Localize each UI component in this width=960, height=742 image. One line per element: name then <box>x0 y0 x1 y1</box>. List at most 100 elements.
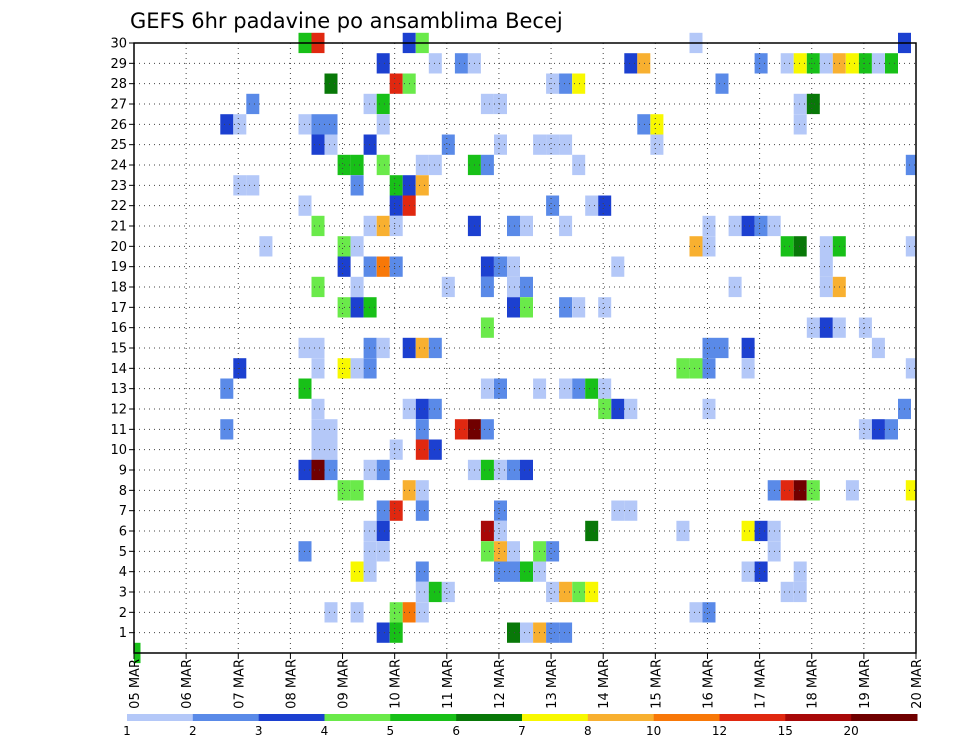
heatmap-cell <box>624 500 638 521</box>
heatmap-cell <box>520 561 533 582</box>
heatmap-cell <box>324 602 338 623</box>
heatmap-cell <box>311 114 325 135</box>
y-tick-label: 30 <box>110 37 127 52</box>
heatmap-cell <box>220 419 234 440</box>
heatmap-cell <box>350 154 364 176</box>
heatmap-cell <box>845 480 859 501</box>
x-tick-label: 18 MAR <box>806 659 821 709</box>
heatmap-cell <box>793 114 807 135</box>
colorbar-label: 5 <box>386 724 394 738</box>
heatmap-cell <box>389 175 403 196</box>
heatmap-cell <box>793 581 807 603</box>
heatmap-cell <box>494 561 507 582</box>
heatmap-cell <box>611 256 625 277</box>
heatmap-cell <box>480 459 494 481</box>
heatmap-cell <box>389 500 403 521</box>
y-tick-label: 9 <box>119 464 127 479</box>
x-axis-ticks: 05 MAR 06 MAR 07 MAR 08 MAR 09 MAR 10 MAR 11 M… <box>128 653 925 709</box>
heatmap-cell <box>480 541 494 562</box>
heatmap-cell <box>754 520 768 542</box>
y-tick-label: 3 <box>119 586 127 601</box>
heatmap-cell <box>324 419 338 440</box>
heatmap-cell <box>905 480 916 501</box>
heatmap-cell <box>728 276 742 298</box>
heatmap-cell <box>507 459 520 481</box>
y-tick-label: 23 <box>110 179 127 194</box>
heatmap-cell <box>871 53 885 74</box>
heatmap-cell <box>494 500 507 521</box>
colorbar-swatch <box>785 714 852 721</box>
heatmap-cell <box>363 561 377 582</box>
colorbar-swatch <box>192 714 260 721</box>
x-tick-label: 12 MAR <box>493 659 508 709</box>
heatmap-cell <box>415 480 429 501</box>
y-tick-label: 20 <box>110 240 127 255</box>
heatmap-cell <box>363 297 377 318</box>
y-tick-label: 10 <box>110 443 127 458</box>
heatmap-cell <box>611 398 625 420</box>
y-tick-label: 24 <box>110 159 127 174</box>
y-tick-label: 26 <box>110 118 127 133</box>
heatmap-cell <box>311 459 325 481</box>
heatmap-cell <box>793 93 807 115</box>
heatmap-cell <box>350 561 364 582</box>
heatmap-cell <box>793 561 807 582</box>
heatmap-cell <box>793 53 807 74</box>
heatmap-cell <box>611 500 625 521</box>
heatmap-cell <box>494 459 507 481</box>
heatmap-cell <box>350 276 364 298</box>
heatmap-cell <box>819 256 833 277</box>
heatmap-cell <box>741 337 755 359</box>
heatmap-cell <box>376 114 390 135</box>
heatmap-cell <box>819 317 833 338</box>
heatmap-cell <box>546 134 560 155</box>
heatmap-cell <box>559 134 573 155</box>
heatmap-cell <box>480 317 494 338</box>
heatmap-cell <box>220 378 234 399</box>
heatmap-cell <box>415 154 429 176</box>
heatmap-cell <box>376 520 390 542</box>
heatmap-cell <box>885 419 898 440</box>
y-tick-label: 12 <box>110 403 127 418</box>
heatmap-cell <box>585 378 599 399</box>
heatmap-cell <box>428 154 442 176</box>
heatmap-cell <box>637 53 651 74</box>
heatmap-cell <box>350 358 364 379</box>
y-tick-label: 21 <box>110 220 127 235</box>
heatmap-cell <box>428 581 442 603</box>
y-tick-label: 11 <box>110 423 127 438</box>
heatmap-cell <box>494 520 507 542</box>
heatmap-cell <box>559 581 573 603</box>
heatmap-cell <box>494 256 507 277</box>
heatmap-cell <box>363 93 377 115</box>
y-tick-label: 4 <box>119 565 127 580</box>
heatmap-cell <box>624 398 638 420</box>
heatmap-cell <box>494 93 507 115</box>
heatmap-cell <box>246 93 260 115</box>
heatmap-cell <box>715 337 729 359</box>
y-axis-ticks: 1234567891011121314151617181920212223242… <box>110 37 134 641</box>
heatmap-cell <box>363 215 377 237</box>
heatmap-cell <box>572 73 586 94</box>
heatmap-cell <box>389 73 403 94</box>
heatmap-cell <box>741 215 755 237</box>
heatmap-cell <box>494 134 507 155</box>
x-tick-label: 15 MAR <box>649 659 664 709</box>
heatmap-cell <box>546 541 560 562</box>
heatmap-cell <box>324 439 338 460</box>
heatmap-cell <box>494 541 507 562</box>
x-tick-label: 13 MAR <box>545 659 560 709</box>
heatmap-cell <box>689 358 703 379</box>
heatmap-cell <box>507 297 520 318</box>
y-tick-label: 25 <box>110 138 127 153</box>
heatmap-cell <box>741 561 755 582</box>
heatmap-cell <box>324 114 338 135</box>
heatmap-cell <box>507 561 520 582</box>
heatmap-cell <box>363 256 377 277</box>
heatmap-cell <box>389 256 403 277</box>
heatmap-cell <box>676 358 690 379</box>
heatmap-cell <box>389 439 403 460</box>
heatmap-cell <box>806 93 820 115</box>
heatmap-cell <box>858 419 872 440</box>
heatmap-cell <box>480 276 494 298</box>
